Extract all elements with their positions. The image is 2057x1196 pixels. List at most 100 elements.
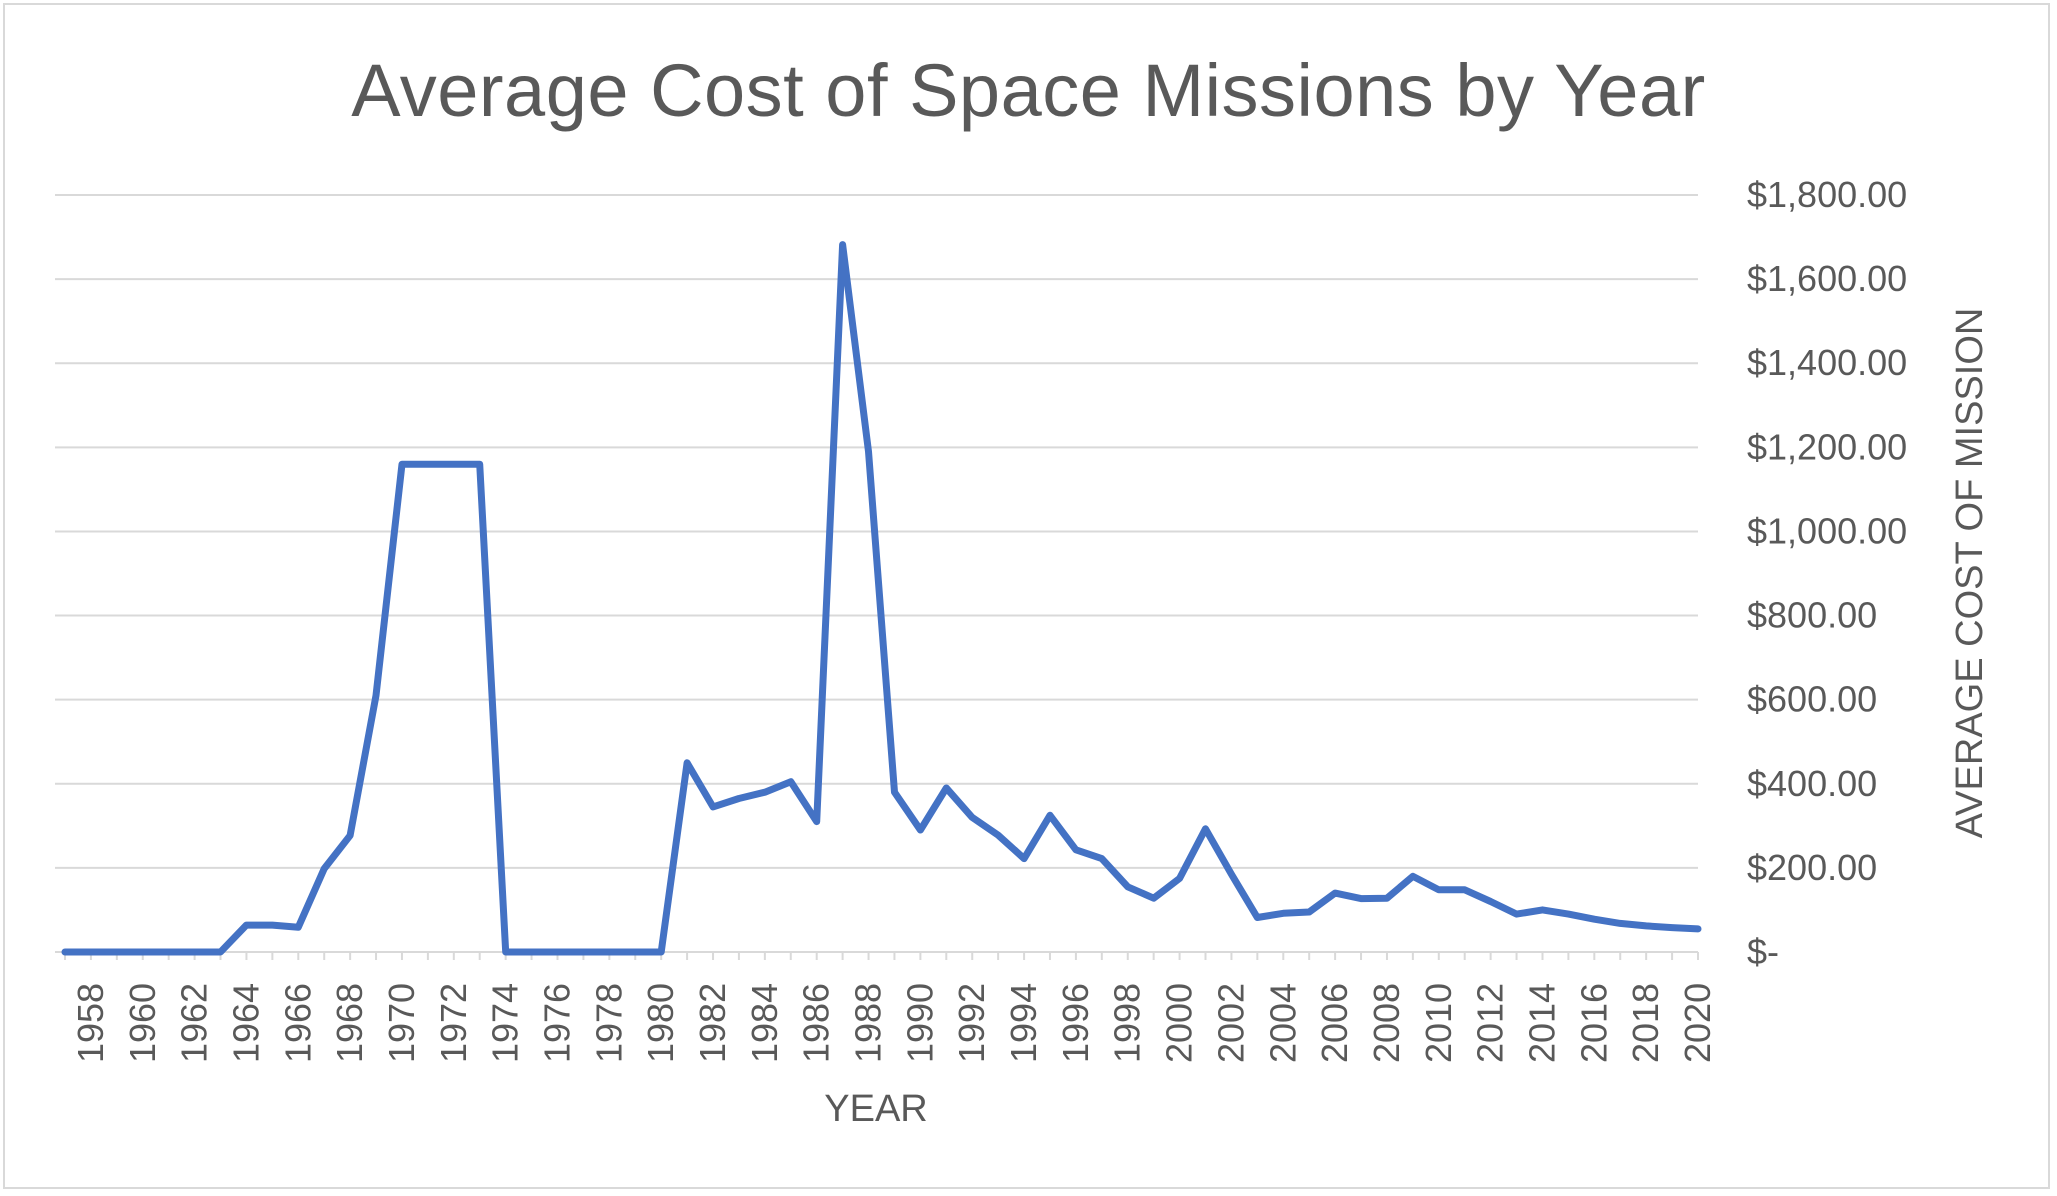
data-point [917, 827, 923, 833]
x-tick-label: 1976 [536, 983, 577, 1063]
x-tick-label: 1988 [848, 983, 889, 1063]
data-point [710, 804, 716, 810]
data-point [62, 949, 68, 955]
chart-title: Average Cost of Space Missions by Year [351, 49, 1706, 132]
data-point [1203, 826, 1209, 832]
data-point [788, 779, 794, 785]
y-tick-label: $1,000.00 [1747, 510, 1907, 551]
data-point [1125, 884, 1131, 890]
y-tick-label: $1,400.00 [1747, 342, 1907, 383]
data-point [555, 949, 561, 955]
data-point [1436, 887, 1442, 893]
x-tick-label: 2016 [1573, 983, 1614, 1063]
data-point [503, 949, 509, 955]
data-point [1099, 856, 1105, 862]
y-tick-label: $200.00 [1747, 847, 1877, 888]
data-point [140, 949, 146, 955]
x-tick-label: 2004 [1262, 983, 1303, 1063]
data-point [269, 922, 275, 928]
y-tick-label: $- [1747, 931, 1779, 972]
x-tick-label: 2014 [1521, 983, 1562, 1063]
data-point [1254, 915, 1260, 921]
x-tick-label: 1958 [70, 983, 111, 1063]
data-point [1695, 926, 1701, 932]
data-point [1617, 920, 1623, 926]
data-point [762, 789, 768, 795]
data-point [295, 924, 301, 930]
y-tick-label: $1,200.00 [1747, 426, 1907, 467]
data-point [1540, 907, 1546, 913]
data-point [1021, 856, 1027, 862]
y-tick-label: $600.00 [1747, 679, 1877, 720]
x-tick-label: 2012 [1470, 983, 1511, 1063]
y-tick-label: $800.00 [1747, 595, 1877, 636]
x-tick-label: 1982 [692, 983, 733, 1063]
x-tick-label: 2018 [1625, 983, 1666, 1063]
data-point [1332, 890, 1338, 896]
data-point [1410, 873, 1416, 879]
x-axis-tick-labels: 1958 1960 1962 1964 1966 1968 1970 1972 1974 1976… [70, 983, 1718, 1063]
x-axis-title: YEAR [824, 1088, 927, 1130]
data-point [243, 922, 249, 928]
y-tick-label: $400.00 [1747, 763, 1877, 804]
data-point [1151, 895, 1157, 901]
y-axis-tick-labels: $- $200.00 $400.00 $600.00 $800.00 $1,000.00 $… [1747, 174, 1907, 972]
x-tick-label: 1966 [277, 983, 318, 1063]
x-tick-label: 1980 [640, 983, 681, 1063]
data-point [606, 949, 612, 955]
data-point [529, 949, 535, 955]
x-tick-label: 1968 [329, 983, 370, 1063]
chart-frame [3, 3, 2050, 1189]
y-axis-title: AVERAGE COST OF MISSION [1949, 308, 1991, 839]
data-point [580, 949, 586, 955]
data-point [1047, 812, 1053, 818]
data-point [969, 814, 975, 820]
x-tick-label: 2010 [1418, 983, 1459, 1063]
data-point [192, 949, 198, 955]
data-point [1643, 923, 1649, 929]
data-point [943, 785, 949, 791]
x-tick-label: 1996 [1055, 983, 1096, 1063]
data-point [684, 760, 690, 766]
data-point [451, 461, 457, 467]
x-tick-label: 1984 [744, 983, 785, 1063]
data-point [1462, 887, 1468, 893]
data-point [658, 949, 664, 955]
data-point [1073, 847, 1079, 853]
data-point [1669, 925, 1675, 931]
data-point [218, 949, 224, 955]
data-point [477, 461, 483, 467]
data-point [114, 949, 120, 955]
x-tick-label: 1960 [122, 983, 163, 1063]
series-line [61, 241, 1702, 956]
data-point [736, 796, 742, 802]
data-point [866, 449, 872, 455]
data-point [1280, 910, 1286, 916]
x-tick-label: 1992 [951, 983, 992, 1063]
data-point [840, 242, 846, 248]
x-tick-label: 2002 [1210, 983, 1251, 1063]
x-tick-label: 1974 [485, 983, 526, 1063]
y-tick-label: $1,600.00 [1747, 258, 1907, 299]
data-point [1514, 911, 1520, 917]
data-point [321, 866, 327, 872]
data-point [1177, 875, 1183, 881]
data-point [166, 949, 172, 955]
x-tick-label: 1972 [433, 983, 474, 1063]
data-point [1488, 899, 1494, 905]
x-tick-label: 1970 [381, 983, 422, 1063]
x-tick-label: 1962 [174, 983, 215, 1063]
data-point [1565, 911, 1571, 917]
x-tick-label: 1986 [796, 983, 837, 1063]
data-point [1591, 916, 1597, 922]
x-tick-label: 2020 [1677, 983, 1718, 1063]
data-point [892, 789, 898, 795]
y-tick-label: $1,800.00 [1747, 174, 1907, 215]
data-point [1306, 909, 1312, 915]
data-point [1228, 871, 1234, 877]
x-tick-label: 1978 [588, 983, 629, 1063]
data-point [1358, 896, 1364, 902]
data-point [995, 832, 1001, 838]
data-point [347, 833, 353, 839]
